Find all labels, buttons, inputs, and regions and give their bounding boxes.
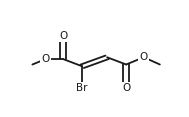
Text: Br: Br: [77, 83, 88, 93]
Text: O: O: [59, 31, 67, 41]
Text: O: O: [122, 83, 130, 93]
Text: O: O: [140, 52, 148, 62]
Text: O: O: [122, 83, 130, 93]
Text: Br: Br: [77, 83, 88, 93]
Text: O: O: [140, 52, 148, 62]
Text: O: O: [41, 54, 50, 64]
Text: O: O: [41, 54, 50, 64]
Text: O: O: [59, 31, 67, 41]
